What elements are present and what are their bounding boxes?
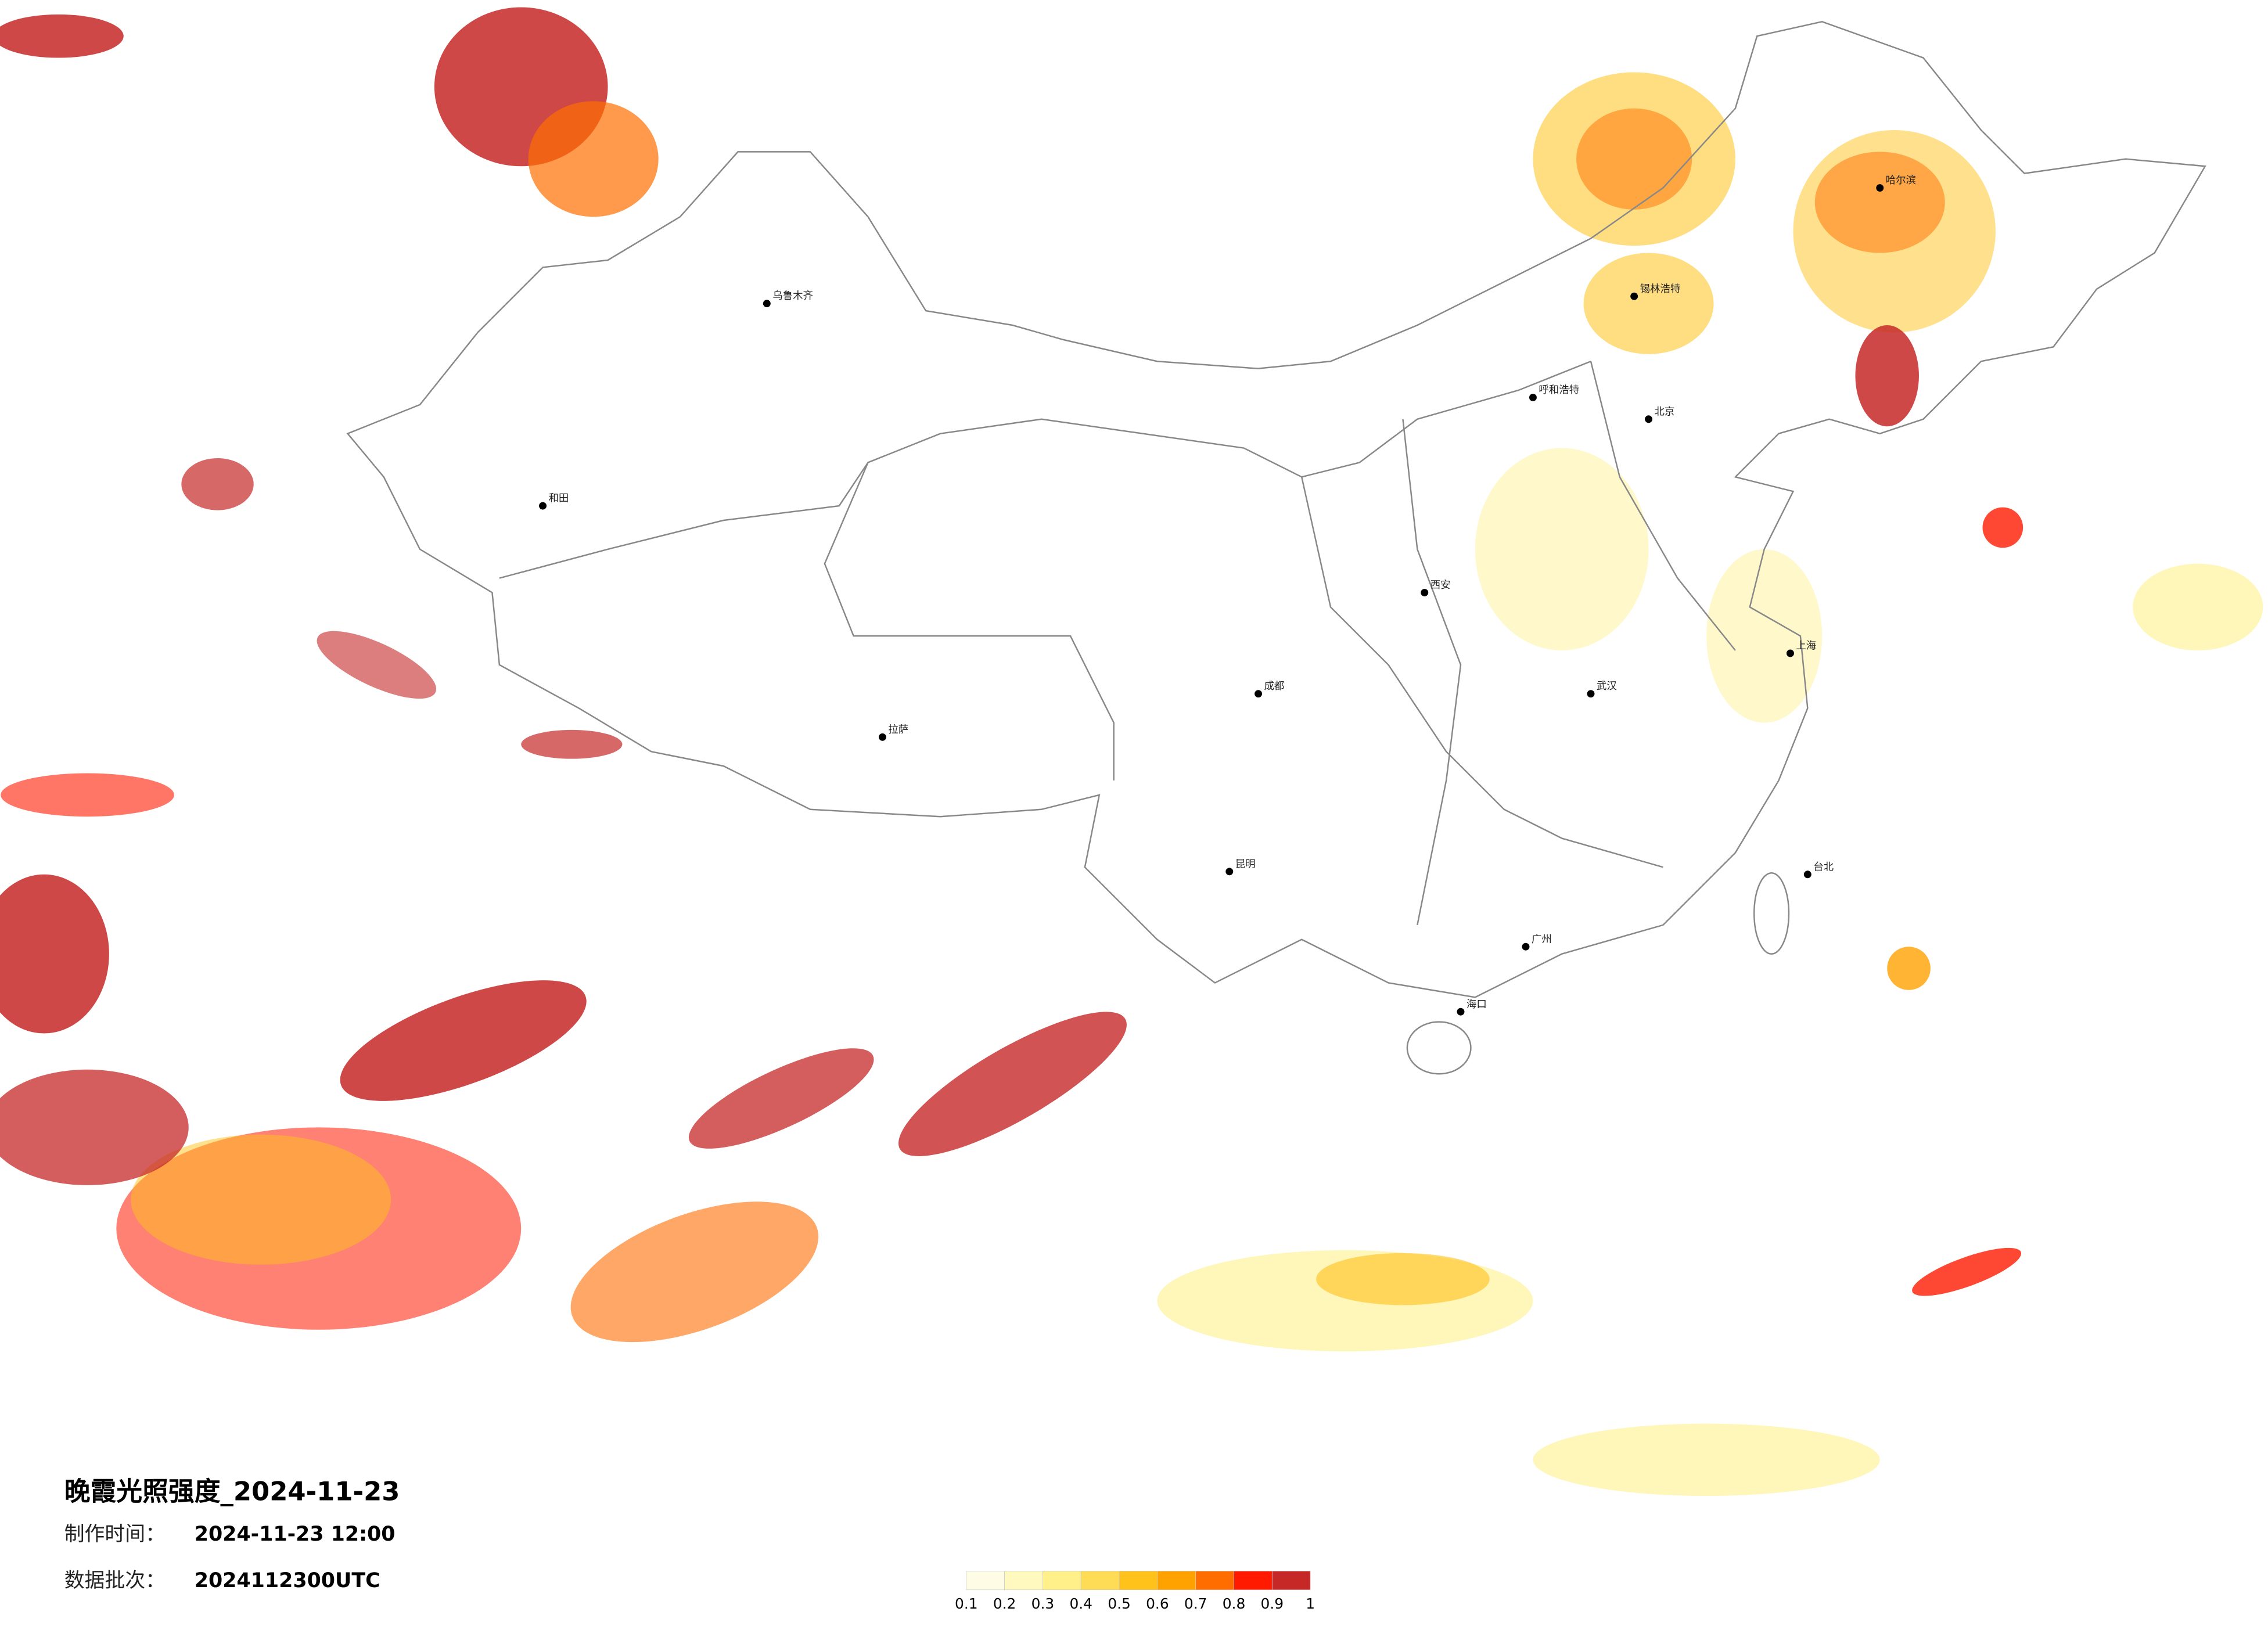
city-dot xyxy=(1645,415,1653,423)
city-label: 武汉 xyxy=(1597,681,1617,692)
intensity-field xyxy=(0,7,2263,1496)
city-dot xyxy=(878,733,886,741)
legend-swatch xyxy=(1043,1571,1081,1591)
legend: 0.1 0.2 0.3 0.4 0.5 0.6 0.7 0.8 0.9 1 xyxy=(955,1571,1315,1612)
legend-swatch xyxy=(1234,1571,1273,1591)
legend-tick-label: 0.1 xyxy=(955,1595,978,1612)
legend-tick-label: 0.3 xyxy=(1031,1595,1055,1612)
city-dot xyxy=(1529,393,1537,401)
city-dot xyxy=(763,300,771,308)
legend-swatch xyxy=(1195,1571,1234,1591)
city-label: 锡林浩特 xyxy=(1640,283,1681,295)
city-dot xyxy=(1255,690,1263,698)
legend-swatch xyxy=(1004,1571,1043,1591)
city-label: 台北 xyxy=(1813,861,1834,873)
legend-tick-label: 0.4 xyxy=(1069,1595,1092,1612)
legend-tick-label: 1 xyxy=(1306,1595,1315,1612)
city-label: 呼和浩特 xyxy=(1539,384,1579,396)
legend-swatch xyxy=(1271,1571,1311,1591)
city-label: 西安 xyxy=(1430,580,1451,591)
legend-swatch xyxy=(1157,1571,1196,1591)
legend-tick-label: 0.6 xyxy=(1146,1595,1169,1612)
city-label: 哈尔滨 xyxy=(1886,175,1916,186)
city-label: 广州 xyxy=(1532,934,1552,945)
city-label: 北京 xyxy=(1655,406,1675,418)
legend-tick-label: 0.5 xyxy=(1108,1595,1131,1612)
data-batch-value: 2024112300UTC xyxy=(195,1569,380,1592)
city-dot xyxy=(539,502,547,510)
city-label: 上海 xyxy=(1796,641,1816,652)
city-dot xyxy=(1587,690,1595,698)
legend-tick-label: 0.9 xyxy=(1261,1595,1284,1612)
legend-swatch xyxy=(966,1571,1005,1591)
city-dot xyxy=(1457,1008,1465,1016)
legend-swatch xyxy=(1119,1571,1158,1591)
borders xyxy=(346,21,2206,1075)
production-time-label: 制作时间： xyxy=(64,1523,166,1546)
legend-swatch xyxy=(1080,1571,1120,1591)
city-dot xyxy=(1876,184,1884,192)
city-label: 海口 xyxy=(1467,999,1487,1010)
legend-tick-label: 0.2 xyxy=(993,1595,1016,1612)
city-dot xyxy=(1786,649,1794,657)
city-dot xyxy=(1522,942,1530,951)
production-time-value: 2024-11-23 12:00 xyxy=(195,1523,396,1546)
city-dot xyxy=(1421,588,1429,596)
legend-tick-label: 0.7 xyxy=(1184,1595,1207,1612)
data-batch-label: 数据批次： xyxy=(64,1569,166,1592)
city-label: 昆明 xyxy=(1235,858,1256,870)
legend-tick-label: 0.8 xyxy=(1223,1595,1246,1612)
city-label: 和田 xyxy=(549,493,569,505)
city-dot xyxy=(1630,292,1638,300)
city-label: 成都 xyxy=(1264,681,1285,692)
city-label: 拉萨 xyxy=(888,724,908,736)
city-label: 乌鲁木齐 xyxy=(772,290,813,302)
map-title: 晚霞光照强度_2024-11-23 xyxy=(64,1476,400,1506)
city-dot xyxy=(1803,870,1811,879)
city-dot xyxy=(1225,868,1234,876)
